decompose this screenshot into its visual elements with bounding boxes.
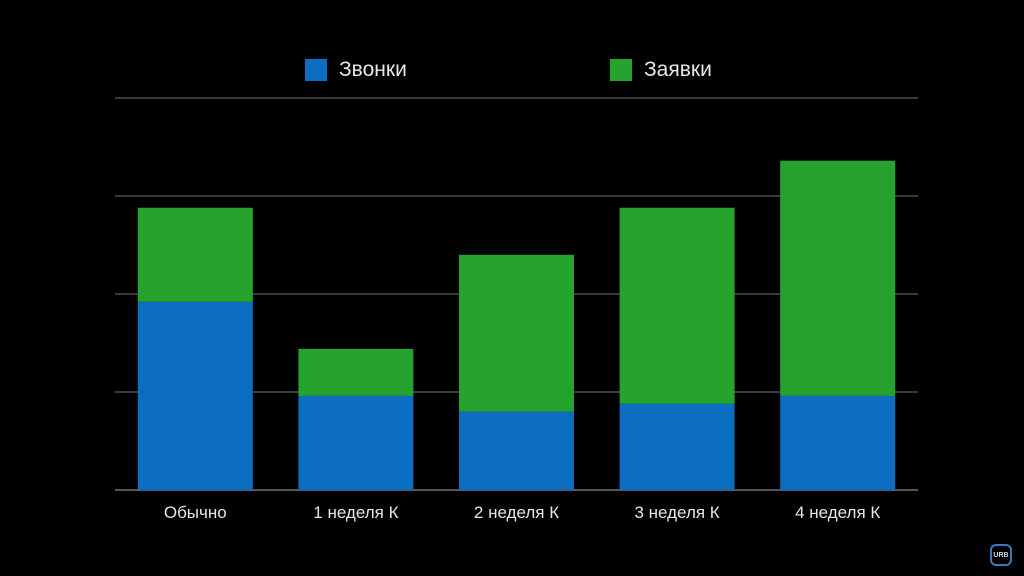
legend-swatch-requests (610, 59, 632, 81)
chart-legend: Звонки Заявки (0, 58, 1024, 84)
legend-label-calls: Звонки (339, 58, 407, 81)
bar-calls-4 (780, 395, 896, 490)
bar-requests-2 (459, 254, 574, 412)
legend-label-requests: Заявки (644, 58, 712, 81)
x-tick-label-1: 1 неделя К (313, 503, 398, 522)
bar-calls-1 (298, 395, 414, 490)
bar-requests-4 (780, 160, 896, 396)
legend-swatch-calls (305, 59, 327, 81)
bar-requests-1 (298, 348, 414, 396)
legend-item-requests: Заявки (610, 58, 712, 82)
bar-calls-0 (137, 301, 253, 490)
bar-calls-2 (459, 411, 574, 490)
channel-logo-badge: URB (990, 544, 1012, 566)
x-tick-label-3: 3 неделя К (634, 503, 719, 522)
bar-requests-0 (137, 207, 253, 302)
bar-calls-3 (619, 403, 735, 490)
x-tick-label-0: Обычно (164, 503, 227, 522)
x-tick-label-4: 4 неделя К (795, 503, 880, 522)
bar-requests-3 (619, 207, 735, 404)
legend-item-calls: Звонки (305, 58, 407, 82)
x-tick-label-2: 2 неделя К (474, 503, 559, 522)
